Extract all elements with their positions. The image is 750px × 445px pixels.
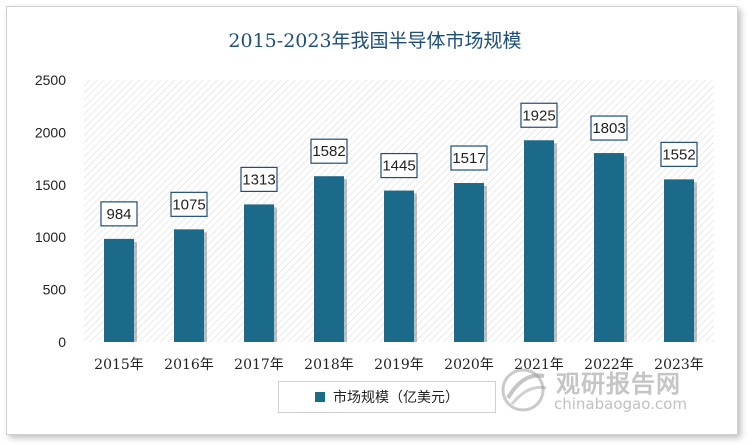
legend-label: 市场规模（亿美元）: [333, 390, 459, 406]
y-tick-label: 1000: [35, 229, 66, 245]
bar: [314, 176, 344, 342]
data-label: 1075: [172, 196, 205, 213]
data-label: 1445: [382, 158, 415, 175]
watermark-url: chinabaogao.com: [554, 395, 687, 413]
chart-title: 2015-2023年我国半导体市场规模: [228, 30, 522, 52]
data-label-box: [450, 145, 488, 171]
bar: [104, 238, 134, 342]
data-label: 1925: [522, 107, 555, 124]
y-tick-label: 500: [43, 282, 67, 298]
bar: [454, 183, 484, 342]
data-label: 1517: [452, 150, 485, 167]
data-label: 1803: [592, 120, 625, 137]
bar: [244, 204, 274, 342]
watermark-logo-icon: [501, 368, 547, 412]
data-label-box: [100, 201, 138, 227]
data-label-box: [660, 141, 698, 167]
y-tick-label: 1500: [35, 177, 66, 193]
bar: [174, 229, 204, 342]
data-label-box: [240, 166, 278, 192]
watermark: 观研报告网 chinabaogao.com: [498, 362, 718, 422]
y-tick-label: 2000: [35, 124, 66, 140]
data-label-box: [170, 191, 208, 217]
x-axis: 2015年 2016年 2017年 2018年 2019年 2020年 2021年 2022年…: [94, 357, 704, 373]
x-tick-label: 2015年: [94, 357, 144, 373]
legend-swatch: [315, 392, 325, 402]
data-label-box: [310, 138, 348, 164]
y-axis: 0 500 1000 1500 2000 2500: [35, 72, 66, 350]
legend: 市场规模（亿美元）: [278, 381, 496, 413]
data-label: 1552: [662, 146, 695, 163]
x-tick-label: 2020年: [444, 357, 494, 373]
bar: [664, 179, 694, 342]
data-label-box: [590, 115, 628, 141]
x-tick-label: 2016年: [164, 357, 214, 373]
watermark-name: 观研报告网: [556, 370, 681, 398]
x-tick-label: 2019年: [374, 357, 424, 373]
bars: 984 1075 1313 1582 1445 1517 1925 1803 1552: [100, 102, 698, 342]
x-tick-label: 2022年: [584, 357, 634, 373]
bar: [524, 140, 554, 342]
data-label: 984: [106, 206, 131, 223]
x-tick-label: 2017年: [234, 357, 284, 373]
data-label: 1582: [312, 143, 345, 160]
x-tick-label: 2023年: [654, 357, 704, 373]
data-label: 1313: [242, 171, 275, 188]
bar: [384, 190, 414, 342]
bar: [594, 153, 624, 342]
y-tick-label: 0: [58, 334, 66, 350]
y-tick-label: 2500: [35, 72, 66, 88]
data-label-box: [520, 102, 558, 128]
x-tick-label: 2018年: [304, 357, 354, 373]
data-label-box: [380, 152, 418, 179]
